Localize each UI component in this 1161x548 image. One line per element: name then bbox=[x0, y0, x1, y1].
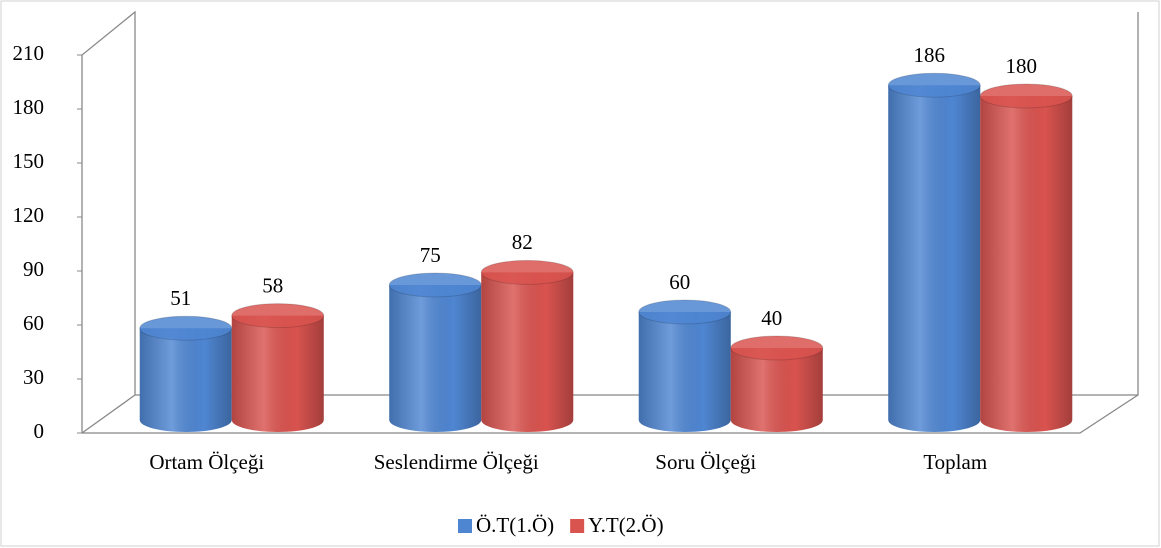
x-tick-label: Ortam Ölçeği bbox=[149, 450, 264, 474]
bar-shade bbox=[980, 96, 1073, 432]
y-tick-label: 90 bbox=[23, 257, 44, 281]
value-label: 186 bbox=[914, 43, 946, 67]
value-label: 60 bbox=[669, 270, 690, 294]
value-label: 51 bbox=[170, 286, 191, 310]
legend-label: Ö.T(1.Ö) bbox=[476, 513, 554, 537]
y-tick-label: 180 bbox=[13, 95, 45, 119]
y-tick-label: 120 bbox=[13, 203, 45, 227]
y-tick-label: 60 bbox=[23, 311, 44, 335]
bar-shade bbox=[481, 272, 574, 432]
value-label: 180 bbox=[1006, 54, 1038, 78]
x-tick-label: Seslendirme Ölçeği bbox=[374, 450, 539, 474]
bar-top bbox=[231, 303, 325, 329]
bar-top bbox=[480, 259, 574, 285]
bar-top bbox=[887, 72, 981, 98]
legend-label: Y.T(2.Ö) bbox=[588, 513, 663, 537]
bar-shade bbox=[730, 348, 823, 432]
bar-top bbox=[638, 299, 732, 325]
bar-top bbox=[139, 315, 233, 341]
y-tick-label: 30 bbox=[23, 365, 44, 389]
y-tick-label: 150 bbox=[13, 149, 45, 173]
y-tick-label: 210 bbox=[13, 41, 45, 65]
bar-shade bbox=[638, 312, 731, 432]
bar-shade bbox=[389, 285, 482, 432]
bar-shade bbox=[888, 85, 981, 432]
value-label: 40 bbox=[761, 306, 782, 330]
bar-shade bbox=[139, 328, 232, 432]
bar-top bbox=[979, 83, 1073, 109]
value-label: 75 bbox=[420, 243, 441, 267]
x-tick-label: Toplam bbox=[923, 450, 987, 474]
axes-frame bbox=[81, 10, 1139, 434]
value-label: 58 bbox=[262, 273, 283, 297]
value-label: 82 bbox=[512, 230, 533, 254]
legend-swatch bbox=[458, 519, 472, 533]
bar-shade bbox=[231, 315, 324, 432]
x-tick-label: Soru Ölçeği bbox=[655, 450, 756, 474]
bar-top bbox=[730, 335, 824, 361]
bar-top bbox=[388, 272, 482, 298]
legend-swatch bbox=[570, 519, 585, 533]
y-tick-label: 0 bbox=[34, 419, 45, 443]
